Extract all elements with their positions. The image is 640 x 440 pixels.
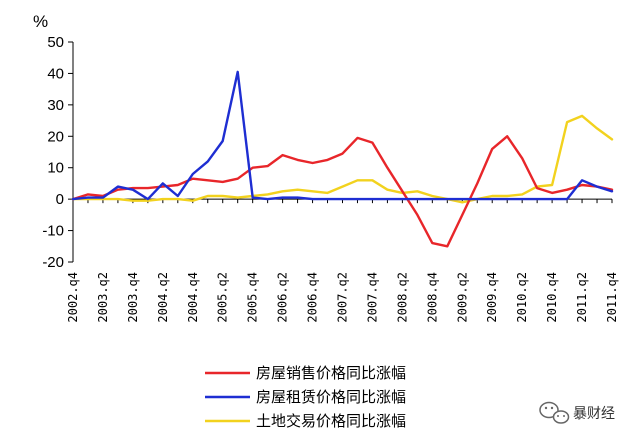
x-tick-label: 2005.q4 [246, 272, 260, 323]
series-lines [71, 70, 614, 248]
legend-label-1: 房屋销售价格同比涨幅 [256, 364, 406, 382]
x-tick-label: 2003.q4 [126, 272, 140, 323]
x-tick-label: 2004.q4 [186, 272, 200, 323]
x-tick-label: 2007.q4 [365, 272, 379, 323]
y-tick-label: 0 [56, 191, 64, 208]
x-tick-label: 2007.q2 [336, 272, 350, 323]
x-axis-ticks: 2002.q4 2003.q2 2003.q4 2004.q2 2004.q4 2005.… [66, 199, 619, 323]
y-axis-unit-label: % [33, 12, 48, 31]
legend-label-2: 房屋租赁价格同比涨幅 [256, 388, 406, 406]
y-tick-label: 50 [47, 34, 64, 51]
series-line-3 [71, 114, 614, 204]
y-tick-label: 20 [47, 128, 64, 145]
x-tick-label: 2008.q4 [425, 272, 439, 323]
x-tick-label: 2006.q4 [306, 272, 320, 323]
x-tick-label: 2011.q2 [575, 272, 589, 323]
x-tick-label: 2005.q2 [216, 272, 230, 323]
watermark: 暴财经 [539, 401, 615, 424]
series-line-1 [71, 135, 614, 248]
x-tick-label: 2011.q4 [605, 272, 619, 323]
x-tick-label: 2006.q2 [276, 272, 290, 323]
y-tick-label: -20 [42, 254, 64, 271]
x-tick-label: 2010.q4 [545, 272, 559, 323]
y-tick-label: -10 [42, 223, 64, 240]
x-tick-label: 2009.q2 [455, 272, 469, 323]
y-tick-label: 10 [47, 160, 64, 177]
legend-label-3: 土地交易价格同比涨幅 [256, 412, 406, 430]
x-tick-label: 2009.q4 [485, 272, 499, 323]
x-tick-label: 2003.q2 [96, 272, 110, 323]
series-line-2 [71, 70, 614, 201]
y-axis-ticks: 50 40 30 20 10 0 -10 -20 [42, 34, 73, 271]
y-tick-label: 30 [47, 97, 64, 114]
x-tick-label: 2008.q2 [395, 272, 409, 323]
x-tick-label: 2010.q2 [515, 272, 529, 323]
wechat-icon [539, 401, 570, 424]
x-tick-label: 2002.q4 [66, 272, 80, 323]
x-tick-label: 2004.q2 [156, 272, 170, 323]
y-tick-label: 40 [47, 65, 64, 82]
watermark-text: 暴财经 [573, 406, 615, 422]
